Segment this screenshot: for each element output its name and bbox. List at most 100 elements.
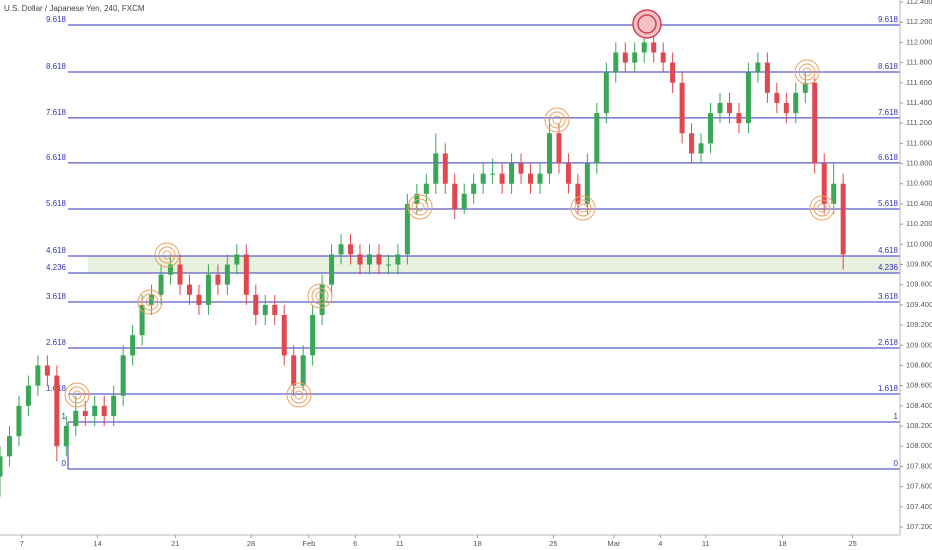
fib-label-left: 1: [62, 412, 67, 421]
candle-body: [262, 304, 268, 315]
candle-body: [101, 405, 107, 416]
candle-body: [584, 163, 590, 204]
candle-body: [16, 405, 22, 437]
candle-body: [177, 264, 183, 285]
fib-label-right: 4.618: [878, 246, 899, 255]
fib-label-right: 4.236: [878, 263, 899, 272]
x-tick-label: 6: [353, 539, 357, 548]
candle-body: [385, 264, 391, 266]
candle-body: [452, 183, 458, 209]
y-tick-label: 112.000: [906, 37, 932, 46]
y-tick-label: 107.600: [906, 482, 932, 491]
zone-layer: [88, 256, 900, 273]
candle-body: [537, 173, 543, 184]
candle-body: [196, 294, 202, 305]
candle-body: [35, 365, 41, 386]
candle-body: [149, 294, 155, 305]
y-tick-label: 109.800: [906, 259, 932, 268]
candle-body: [186, 284, 192, 295]
candle-body: [660, 52, 666, 63]
candle-body: [509, 163, 515, 184]
candle-body: [329, 254, 335, 285]
candle-body: [0, 456, 3, 477]
fib-label-right: 1.618: [878, 384, 899, 393]
fib-layer: 00111.6181.6182.6182.6183.6183.6184.2364…: [46, 15, 900, 470]
candle-body: [556, 133, 562, 164]
candle-body: [821, 163, 827, 204]
candle-body: [281, 314, 287, 356]
fib-zone: [88, 256, 900, 273]
y-tick-label: 109.200: [906, 320, 932, 329]
candle-body: [499, 173, 505, 184]
candle-body: [480, 173, 486, 184]
candle-body: [366, 254, 372, 265]
candle-body: [831, 183, 837, 204]
x-tick-label: 14: [93, 539, 101, 548]
circle: [809, 195, 835, 221]
candle-body: [461, 193, 467, 209]
x-tick-label: 21: [171, 539, 179, 548]
circle: [794, 59, 820, 85]
x-tick-label: 18: [473, 539, 481, 548]
candle-body: [44, 365, 50, 376]
candle-body: [840, 183, 846, 255]
fib-label-right: 2.618: [878, 338, 899, 347]
candle-body: [139, 304, 145, 336]
y-tick-label: 110.600: [906, 179, 932, 188]
candle-body: [565, 163, 571, 184]
fib-label-left: 9.618: [46, 15, 67, 24]
fib-label-right: 9.618: [878, 15, 899, 24]
candle-body: [575, 183, 581, 204]
fib-label-left: 6.618: [46, 153, 67, 162]
candle-body: [73, 410, 79, 427]
candle-body: [82, 410, 88, 416]
fib-label-left: 8.618: [46, 62, 67, 71]
y-tick-label: 111.000: [906, 138, 932, 147]
y-tick-label: 112.200: [906, 17, 932, 26]
x-tick-label: 11: [702, 539, 710, 548]
candle-body: [802, 82, 808, 93]
candle-body: [546, 133, 552, 174]
candle-body: [158, 274, 164, 295]
fib-label-right: 5.618: [878, 199, 899, 208]
candle-body: [528, 173, 534, 184]
x-tick-label: 4: [658, 539, 662, 548]
y-tick-label: 108.800: [906, 360, 932, 369]
candle-body: [310, 314, 316, 356]
candle-body: [708, 113, 714, 144]
candle-body: [234, 254, 240, 265]
fib-label-right: 6.618: [878, 153, 899, 162]
fib-label-left: 0: [62, 459, 67, 468]
candle-body: [679, 82, 685, 134]
y-tick-label: 110.000: [906, 239, 932, 248]
candle-body: [471, 183, 477, 194]
fib-label-left: 5.618: [46, 199, 67, 208]
candle-body: [300, 355, 306, 386]
candle-body: [745, 72, 751, 124]
fib-label-right: 1: [894, 412, 899, 421]
circle: [407, 194, 433, 220]
candle-body: [25, 385, 31, 406]
y-tick-label: 109.600: [906, 280, 932, 289]
candle-body: [111, 395, 117, 416]
fib-label-right: 3.618: [878, 292, 899, 301]
y-tick-label: 109.000: [906, 340, 932, 349]
candle-body: [224, 264, 230, 285]
candle-body: [376, 254, 382, 265]
candle-body: [205, 274, 211, 305]
candle-body: [755, 62, 761, 73]
x-tick-label: Mar: [607, 539, 620, 548]
circle: [154, 242, 180, 268]
candle-body: [130, 335, 136, 356]
fib-label-right: 0: [894, 459, 899, 468]
candle-body: [736, 113, 742, 124]
fib-label-right: 8.618: [878, 62, 899, 71]
y-tick-label: 108.200: [906, 421, 932, 430]
candle-body: [490, 173, 496, 175]
candle-body: [253, 294, 259, 315]
candle-body: [63, 426, 69, 447]
fib-label-left: 2.618: [46, 338, 67, 347]
candle-body: [120, 355, 126, 396]
